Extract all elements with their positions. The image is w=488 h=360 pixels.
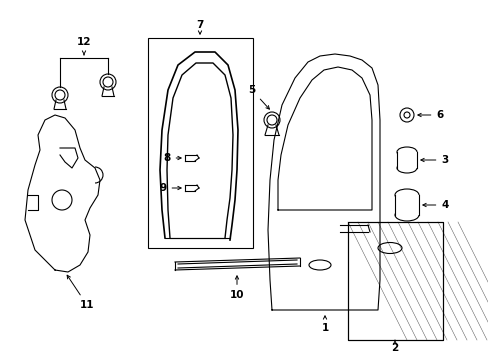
Ellipse shape	[394, 189, 418, 201]
Bar	[148, 38, 252, 248]
Text: 9: 9	[159, 183, 181, 193]
Bar	[347, 222, 442, 340]
Text: 5: 5	[248, 85, 269, 109]
Bar	[396, 152, 416, 168]
Ellipse shape	[377, 243, 401, 253]
Ellipse shape	[394, 209, 418, 221]
Text: 4: 4	[422, 200, 448, 210]
Text: 12: 12	[77, 37, 91, 47]
Text: 2: 2	[390, 340, 398, 353]
Ellipse shape	[396, 147, 416, 157]
Text: 6: 6	[417, 110, 443, 120]
Text: 7: 7	[196, 20, 203, 30]
Text: 8: 8	[163, 153, 181, 163]
Ellipse shape	[396, 163, 416, 173]
Text: 11: 11	[67, 275, 94, 310]
Bar	[347, 222, 442, 340]
Text: 1: 1	[321, 316, 328, 333]
Text: 3: 3	[420, 155, 447, 165]
Bar	[394, 195, 418, 215]
Text: 10: 10	[229, 276, 244, 300]
